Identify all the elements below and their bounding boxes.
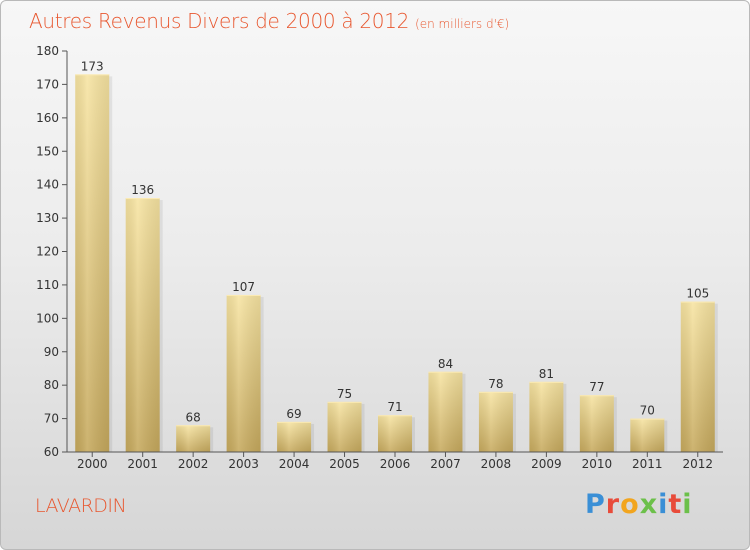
- bar-value-label: 78: [488, 377, 503, 391]
- x-tick-label: 2007: [430, 457, 461, 471]
- bar-highlight: [478, 391, 513, 452]
- x-tick-label: 2006: [380, 457, 411, 471]
- bar-highlight: [75, 74, 110, 453]
- bar-highlight: [378, 415, 412, 452]
- proxiti-logo: Proxiti: [585, 489, 693, 520]
- x-tick-label: 2008: [481, 457, 512, 471]
- y-tick-label: 60: [44, 445, 59, 459]
- logo-letter: i: [682, 489, 693, 520]
- bar-highlight: [327, 401, 362, 452]
- y-tick-label: 120: [36, 245, 59, 259]
- logo-letter: t: [668, 489, 683, 520]
- logo-letter: x: [639, 489, 659, 520]
- y-tick-label: 100: [36, 311, 59, 325]
- chart-title: Autres Revenus Divers de 2000 à 2012 (en …: [29, 9, 509, 33]
- bar-value-label: 68: [186, 410, 201, 424]
- x-tick-label: 2001: [127, 457, 158, 471]
- x-tick-label: 2003: [228, 457, 259, 471]
- bar-highlight: [680, 301, 715, 452]
- bar-value-label: 81: [539, 367, 554, 381]
- y-axis: 60 70 80 90 100 110 120 130 140 150 160 170 180: [36, 44, 68, 459]
- logo-letter: i: [658, 489, 669, 520]
- x-tick-label: 2012: [682, 457, 713, 471]
- x-tick-label: 2004: [279, 457, 310, 471]
- bars-group: 173 136 68 107 69 75 71 84 78 81 77 70 105: [75, 59, 718, 453]
- bar-highlight: [529, 381, 564, 452]
- bar-highlight: [630, 418, 665, 452]
- x-tick-label: 2000: [77, 457, 108, 471]
- bar-highlight: [277, 421, 312, 452]
- y-tick-label: 180: [36, 44, 59, 58]
- bar-highlight: [579, 395, 614, 452]
- bar-value-label: 105: [686, 287, 709, 301]
- y-tick-label: 170: [36, 77, 59, 91]
- bar-value-label: 173: [81, 59, 104, 73]
- x-tick-label: 2010: [582, 457, 613, 471]
- bar-value-label: 75: [337, 387, 352, 401]
- y-tick-label: 140: [36, 178, 59, 192]
- bar-value-label: 84: [438, 357, 453, 371]
- bar-value-label: 71: [387, 400, 402, 414]
- logo-letter: P: [585, 489, 606, 520]
- x-tick-label: 2009: [531, 457, 562, 471]
- y-tick-label: 110: [36, 278, 59, 292]
- y-tick-label: 160: [36, 111, 59, 125]
- bar-highlight: [428, 371, 463, 452]
- y-tick-label: 90: [44, 345, 59, 359]
- x-tick-label: 2011: [632, 457, 663, 471]
- logo-letter: o: [620, 489, 640, 520]
- x-tick-label: 2002: [178, 457, 209, 471]
- bar-highlight: [226, 294, 261, 452]
- chart-title-text: Autres Revenus Divers de 2000 à 2012: [29, 9, 410, 33]
- y-tick-label: 80: [44, 378, 59, 392]
- bar-highlight: [176, 425, 211, 452]
- bar-value-label: 107: [232, 280, 255, 294]
- y-tick-label: 70: [44, 412, 59, 426]
- bar-value-label: 77: [589, 380, 604, 394]
- x-tick-label: 2005: [329, 457, 360, 471]
- chart-subtitle: (en milliers d'€): [415, 17, 510, 31]
- y-tick-label: 150: [36, 144, 59, 158]
- bar-value-label: 69: [286, 407, 301, 421]
- bar-value-label: 136: [131, 183, 154, 197]
- x-axis: 2000 2001 2002 2003 2004 2005 2006 2007 2008 2009…: [67, 451, 723, 471]
- logo-letter: r: [605, 489, 621, 520]
- bar-highlight: [125, 198, 160, 452]
- commune-name: LAVARDIN: [35, 495, 127, 517]
- y-tick-label: 130: [36, 211, 59, 225]
- bar-value-label: 70: [640, 404, 655, 418]
